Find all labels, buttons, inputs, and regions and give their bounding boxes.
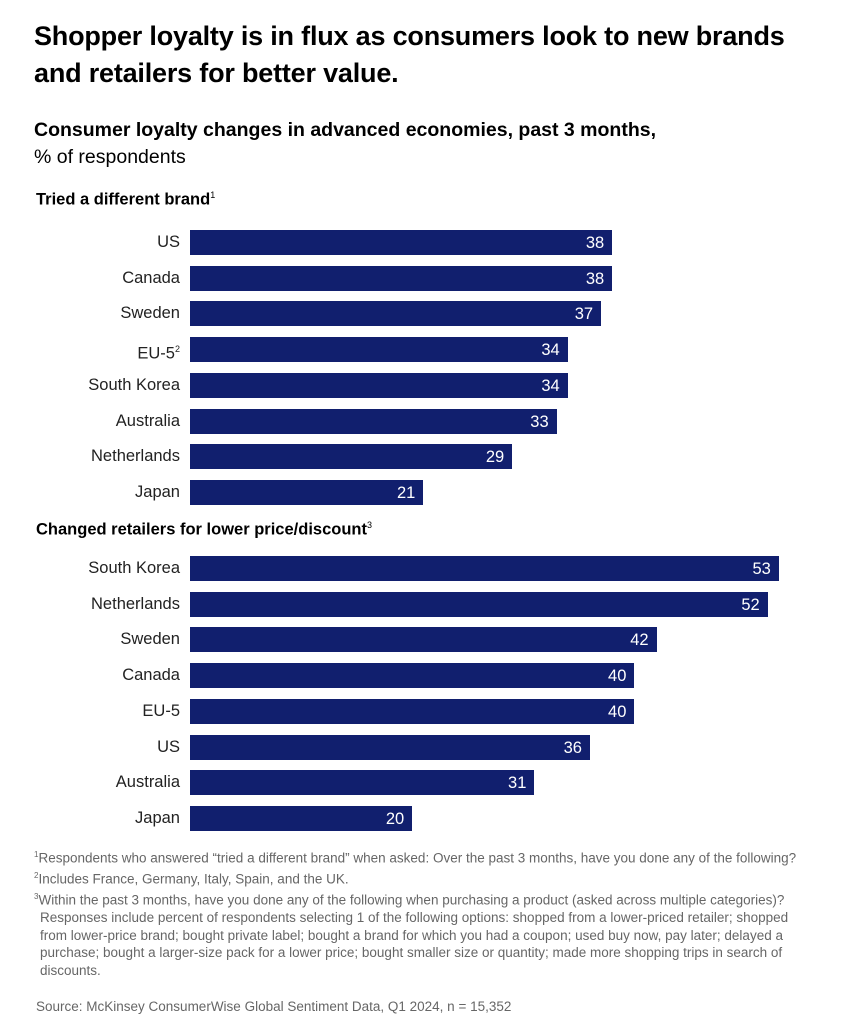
bar: 40 (190, 663, 635, 689)
footnote-text: Within the past 3 months, have you done … (38, 892, 789, 978)
footnote-mark: 3 (367, 520, 373, 530)
bar: 21 (190, 479, 424, 505)
footnote-mark: 1 (34, 850, 39, 859)
footnote-mark: 2 (174, 344, 180, 355)
chart-title: Shopper loyalty is in flux as consumers … (34, 21, 785, 88)
data-label: 52 (741, 595, 760, 614)
category-label: EU-5 (10, 699, 180, 724)
subtitle-main: Consumer loyalty changes in advanced eco… (34, 119, 657, 141)
subtitle-unit: % of respondents (34, 146, 186, 168)
category-label: Japan (10, 480, 180, 505)
category-label: Sweden (10, 627, 180, 652)
footnote-mark: 1 (210, 190, 216, 200)
section-title: Tried a different brand1 (36, 190, 215, 210)
category-text: EU-5 (142, 701, 180, 720)
bar: 20 (190, 805, 413, 831)
data-label: 38 (585, 234, 605, 252)
category-label: US (10, 735, 180, 760)
bar: 37 (190, 301, 602, 327)
section-title-text: Changed retailers for lower price/discou… (36, 520, 367, 539)
footnote-1: 1Respondents who answered “tried a diffe… (34, 846, 814, 867)
category-label: Canada (10, 266, 180, 291)
category-label: Sweden (10, 301, 180, 326)
category-text: US (157, 233, 180, 251)
bar: 52 (190, 591, 768, 617)
footnote-2: 2Includes France, Germany, Italy, Spain,… (34, 867, 814, 888)
chart-subtitle: Consumer loyalty changes in advanced eco… (34, 117, 656, 171)
category-label: Australia (10, 770, 180, 795)
data-label: 34 (541, 376, 560, 395)
data-label: 36 (563, 738, 582, 757)
category-text: Japan (135, 808, 180, 827)
data-label: 21 (396, 483, 416, 502)
category-label: Netherlands (10, 592, 180, 617)
category-text: Netherlands (91, 447, 180, 466)
category-text: South Korea (88, 559, 180, 577)
data-label: 40 (608, 667, 627, 686)
data-label: 33 (530, 412, 549, 431)
bar: 38 (190, 230, 613, 255)
section-title: Changed retailers for lower price/discou… (36, 520, 372, 540)
bar: 34 (190, 372, 568, 398)
footnotes: 1Respondents who answered “tried a diffe… (34, 846, 814, 979)
section-title-text: Tried a different brand (36, 190, 211, 209)
footnote-text: Includes France, Germany, Italy, Spain, … (38, 871, 349, 887)
category-text: Sweden (120, 630, 180, 649)
footnote-mark: 2 (34, 871, 39, 880)
bar: 36 (190, 734, 590, 760)
category-label: Japan (10, 806, 180, 831)
data-label: 29 (485, 448, 505, 467)
category-label: EU-52 (10, 337, 180, 367)
data-label: 38 (585, 269, 605, 288)
category-text: Canada (122, 666, 180, 685)
data-label: 20 (385, 809, 405, 828)
category-text: Australia (115, 411, 180, 430)
data-label: 37 (574, 305, 594, 324)
category-label: Australia (10, 409, 180, 434)
bar: 53 (190, 556, 779, 581)
bar: 40 (190, 698, 635, 724)
category-text: Australia (115, 773, 180, 792)
data-label: 53 (752, 560, 771, 578)
data-label: 42 (630, 631, 649, 650)
bar: 42 (190, 627, 657, 653)
category-text: Japan (135, 482, 180, 501)
data-label: 34 (541, 341, 560, 360)
source-note: Source: McKinsey ConsumerWise Global Sen… (36, 999, 512, 1014)
bar: 31 (190, 770, 535, 796)
data-label: 40 (608, 702, 627, 721)
category-text: Netherlands (91, 594, 180, 613)
category-text: EU-5 (137, 344, 175, 363)
category-text: US (157, 737, 180, 756)
category-text: Canada (122, 268, 180, 287)
category-label: Canada (10, 663, 180, 688)
bar: 33 (190, 408, 557, 434)
bar: 38 (190, 265, 613, 291)
footnote-3: 3Within the past 3 months, have you done… (34, 888, 814, 979)
footnote-text: Respondents who answered “tried a differ… (38, 850, 797, 866)
category-label: South Korea (10, 373, 180, 398)
data-label: 31 (508, 774, 527, 793)
footnote-mark: 3 (34, 892, 39, 901)
category-text: Sweden (120, 304, 180, 323)
category-text: South Korea (88, 375, 180, 394)
category-label: South Korea (10, 556, 180, 581)
bar: 34 (190, 337, 568, 363)
category-label: US (10, 230, 180, 255)
category-label: Netherlands (10, 444, 180, 469)
bar: 29 (190, 444, 513, 470)
